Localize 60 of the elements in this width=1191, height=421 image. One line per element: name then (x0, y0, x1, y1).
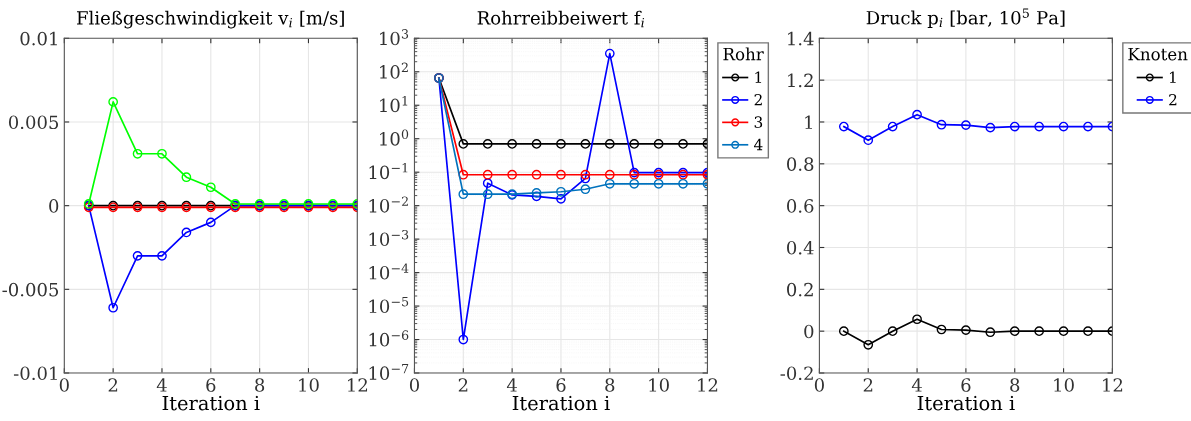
y-tick-label: 10$^{3}$ (380, 29, 409, 46)
legend-label: 1 (1169, 71, 1176, 83)
x-tick-label: 6 (961, 378, 971, 392)
legend-label: 2 (1169, 93, 1177, 106)
chart-title: Druck p$_{i}$ [bar, 10$^{5}$ Pa] (866, 8, 1065, 29)
y-tick-label: -0.01 (13, 366, 57, 381)
y-tick-label: 1 (805, 115, 812, 129)
x-tick-label: 8 (255, 378, 265, 392)
y-tick-label: 10$^{−6}$ (369, 330, 409, 347)
legend-title: Knoten (1128, 47, 1188, 61)
y-tick-label: 0.6 (787, 199, 814, 213)
y-tick-label: 10$^{−5}$ (369, 297, 409, 314)
legend-title: Rohr (723, 47, 764, 61)
y-tick-label: 1.4 (788, 31, 814, 46)
x-tick-label: 8 (605, 378, 615, 392)
y-tick-label: 10$^{−7}$ (369, 363, 409, 381)
x-tick-label: 4 (506, 378, 517, 392)
y-tick-label: 0.8 (787, 157, 814, 171)
x-tick-label: 2 (863, 378, 873, 392)
x-tick-label: 2 (458, 378, 468, 392)
x-tick-label: 10 (1054, 378, 1074, 392)
x-tick-label: 12 (1103, 378, 1123, 392)
y-tick-label: 1.2 (788, 73, 813, 88)
legend-label: 3 (754, 116, 763, 128)
x-tick-label: 2 (108, 378, 118, 392)
y-tick-label: 0.4 (787, 240, 814, 255)
x-tick-label: 12 (698, 378, 718, 392)
y-tick-label: 0.2 (787, 282, 813, 297)
x-tick-label: 10 (299, 378, 319, 392)
x-tick-label: 4 (156, 378, 167, 392)
legend-label: 4 (754, 138, 763, 151)
y-tick-label: 0.01 (20, 31, 57, 46)
x-axis-title: Iteration i (917, 395, 1015, 411)
x-tick-label: 12 (348, 378, 368, 392)
y-tick-label: 10$^{0}$ (380, 129, 409, 146)
y-tick-label: 10$^{−4}$ (369, 263, 409, 280)
y-tick-label: 0.005 (8, 115, 59, 130)
x-tick-label: 10 (649, 378, 669, 392)
y-tick-label: 10$^{−3}$ (369, 229, 409, 247)
y-tick-label: 0 (49, 199, 59, 213)
y-tick-label: -0.2 (780, 366, 813, 381)
x-tick-label: 0 (814, 378, 824, 392)
y-tick-label: -0.005 (2, 282, 59, 297)
legend-label: 1 (755, 71, 762, 83)
x-tick-label: 6 (556, 378, 566, 392)
y-tick-label: 10$^{1}$ (380, 96, 408, 113)
y-tick-label: 10$^{2}$ (380, 62, 408, 79)
x-tick-label: 8 (1010, 378, 1020, 392)
x-tick-label: 6 (206, 378, 216, 392)
x-axis-title: Iteration i (512, 395, 610, 411)
y-tick-label: 0 (804, 324, 814, 339)
chart-title: Fließgeschwindigkeit v$_{i}$ [m/s] (77, 10, 344, 29)
legend-label: 2 (754, 93, 762, 106)
x-tick-label: 4 (911, 378, 922, 392)
x-tick-label: 0 (59, 378, 69, 392)
y-tick-label: 10$^{−1}$ (369, 162, 408, 180)
x-tick-label: 0 (409, 378, 420, 392)
chart-title: Rohrreibbeiwert f$_{i}$ (477, 10, 645, 28)
y-tick-label: 10$^{−2}$ (369, 196, 408, 213)
x-axis-title: Iteration i (162, 395, 260, 411)
